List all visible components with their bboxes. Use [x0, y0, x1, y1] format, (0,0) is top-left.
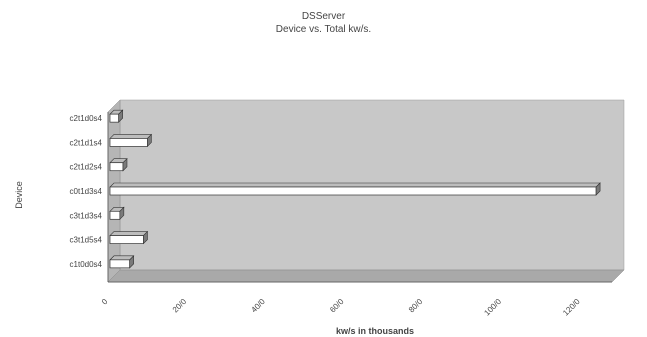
bar-c2t1d2s4 — [110, 159, 127, 171]
bar-front-face — [110, 138, 147, 146]
y-tick-labels: c2t1d0s4 c2t1d1s4 c2t1d2s4 c0t1d3s4 c3t1d3s4… — [70, 114, 103, 269]
bar-front-face — [110, 260, 130, 268]
x-tick-labels: 0 20/0 40/0 60/0 80/0 100/0 120/0 — [100, 297, 582, 318]
bar-front-face — [110, 114, 119, 122]
bar-c2t1d1s4 — [110, 134, 151, 146]
x-tick-label: 0 — [100, 297, 110, 307]
bar-front-face — [110, 211, 120, 219]
y-tick-label: c3t1d5s4 — [70, 236, 103, 245]
bar-front-face — [110, 163, 123, 171]
x-tick-label: 20/0 — [171, 297, 189, 315]
y-tick-label: c2t1d0s4 — [70, 114, 103, 123]
bar-c3t1d5s4 — [110, 232, 147, 244]
bar-top-face — [110, 134, 151, 138]
plot-floor — [108, 270, 624, 282]
bar-front-face — [110, 236, 143, 244]
x-tick-label: 100/0 — [482, 297, 503, 318]
y-tick-label: c3t1d3s4 — [70, 211, 103, 220]
y-tick-label: c1t0d0s4 — [70, 260, 103, 269]
bar-top-face — [110, 232, 147, 236]
y-axis-label: Device — [14, 181, 24, 209]
bar-c1t0d0s4 — [110, 256, 134, 268]
x-tick-label: 40/0 — [249, 297, 267, 315]
bar-c3t1d3s4 — [110, 207, 124, 219]
y-tick-label: c0t1d3s4 — [70, 187, 103, 196]
y-tick-label: c2t1d2s4 — [70, 163, 103, 172]
x-axis-label: kw/s in thousands — [336, 326, 414, 336]
bar-front-face — [110, 187, 596, 195]
bar-c0t1d3s4 — [110, 183, 600, 195]
x-tick-label: 60/0 — [328, 297, 346, 315]
bar-top-face — [110, 183, 600, 187]
x-tick-label: 80/0 — [407, 297, 425, 315]
bar-c2t1d0s4 — [110, 110, 123, 122]
x-tick-label: 120/0 — [561, 297, 582, 318]
y-tick-label: c2t1d1s4 — [70, 138, 103, 147]
